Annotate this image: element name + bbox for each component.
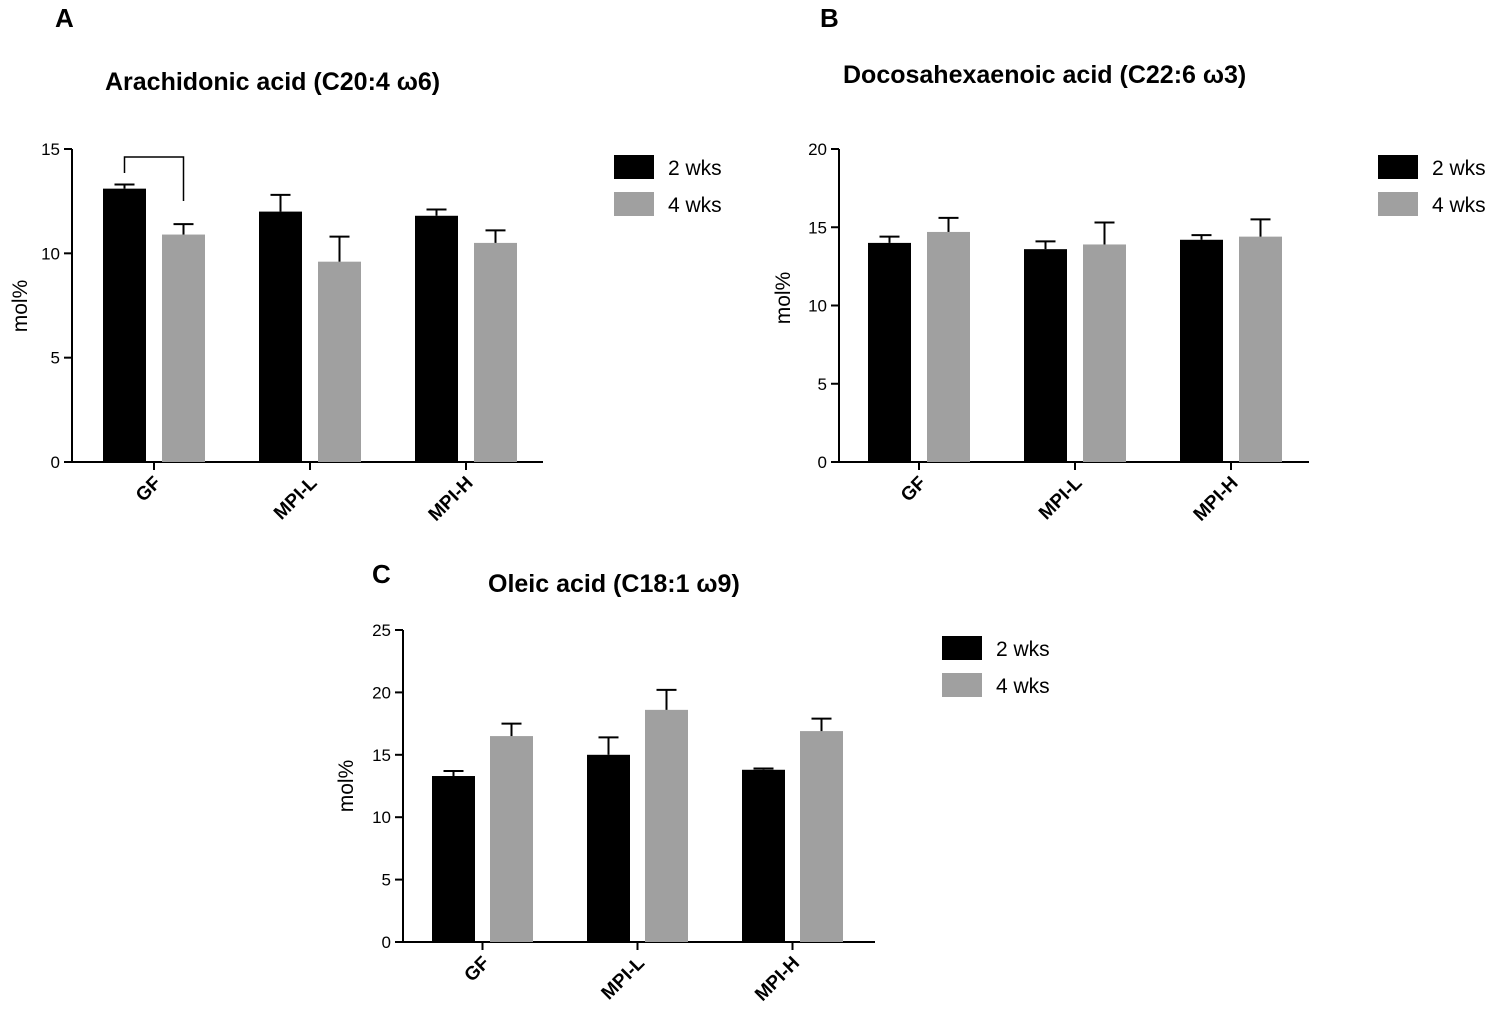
y-tick-label: 0 — [51, 453, 60, 472]
bar-GF-4wks — [162, 234, 205, 462]
y-axis-label: mol% — [772, 272, 795, 325]
bar-MPI-L-4wks — [318, 261, 361, 462]
legend-swatch — [614, 192, 654, 216]
bar-GF-2wks — [103, 188, 146, 462]
bar-MPI-L-2wks — [1024, 249, 1067, 462]
legend-label: 4 wks — [668, 194, 722, 217]
y-tick-label: 25 — [372, 621, 391, 640]
x-tick-label: MPI-L — [598, 952, 650, 1004]
bar-MPI-H-4wks — [474, 242, 517, 462]
y-tick-label: 10 — [372, 808, 391, 827]
x-tick-label: MPI-L — [1035, 472, 1087, 524]
y-tick-label: 5 — [818, 375, 827, 394]
chart-panel-A: A Arachidonic acid (C20:4 ω6) 0 5 10 15 mol% GF… — [9, 3, 722, 526]
legend-label: 2 wks — [1432, 157, 1486, 180]
bar-MPI-H-2wks — [742, 769, 785, 942]
y-tick-label: 20 — [372, 683, 391, 702]
legend-swatch — [614, 155, 654, 179]
y-tick-label: 10 — [41, 244, 60, 263]
y-tick-label: 0 — [382, 933, 391, 952]
bar-MPI-L-2wks — [587, 754, 630, 942]
x-tick-label: MPI-H — [1190, 473, 1243, 526]
x-tick-label: GF — [132, 473, 166, 507]
bar-GF-4wks — [927, 231, 970, 462]
x-tick-label: MPI-L — [270, 472, 322, 524]
y-axis-label: mol% — [335, 760, 358, 813]
legend-swatch — [942, 636, 982, 660]
bar-MPI-L-4wks — [1083, 244, 1126, 462]
bar-GF-4wks — [490, 736, 533, 942]
y-tick-label: 15 — [372, 746, 391, 765]
legend-swatch — [942, 673, 982, 697]
bar-GF-2wks — [432, 776, 475, 942]
significance-bracket — [123, 156, 185, 201]
legend-label: 2 wks — [668, 157, 722, 180]
legend-swatch — [1378, 155, 1418, 179]
x-tick-label: MPI-H — [751, 953, 804, 1006]
bar-MPI-H-4wks — [800, 731, 843, 942]
bar-MPI-L-4wks — [645, 709, 688, 942]
chart-title: Docosahexaenoic acid (C22:6 ω3) — [843, 61, 1246, 89]
chart-title: Oleic acid (C18:1 ω9) — [488, 570, 740, 598]
legend-label: 2 wks — [996, 638, 1050, 661]
y-tick-label: 5 — [51, 349, 60, 368]
y-tick-label: 15 — [808, 218, 827, 237]
x-tick-label: GF — [461, 953, 495, 987]
panel-label: C — [372, 559, 391, 589]
chart-panel-C: C Oleic acid (C18:1 ω9) 0 5 10 15 20 25 mol% GF MP… — [335, 559, 1050, 1006]
legend-swatch — [1378, 192, 1418, 216]
y-tick-label: 10 — [808, 297, 827, 316]
bar-MPI-H-2wks — [1180, 239, 1223, 462]
y-tick-label: 5 — [382, 871, 391, 890]
x-tick-label: GF — [897, 473, 931, 507]
x-tick-label: MPI-H — [425, 473, 478, 526]
y-axis-label: mol% — [9, 280, 32, 333]
legend-label: 4 wks — [996, 675, 1050, 698]
chart-title: Arachidonic acid (C20:4 ω6) — [105, 68, 440, 96]
bar-MPI-H-2wks — [415, 215, 458, 462]
panel-label: B — [820, 3, 839, 33]
bar-MPI-H-4wks — [1239, 236, 1282, 462]
panel-label: A — [55, 3, 74, 33]
bar-MPI-L-2wks — [259, 211, 302, 462]
y-tick-label: 20 — [808, 140, 827, 159]
bar-GF-2wks — [868, 242, 911, 462]
y-tick-label: 0 — [818, 453, 827, 472]
y-tick-label: 15 — [41, 140, 60, 159]
legend-label: 4 wks — [1432, 194, 1486, 217]
